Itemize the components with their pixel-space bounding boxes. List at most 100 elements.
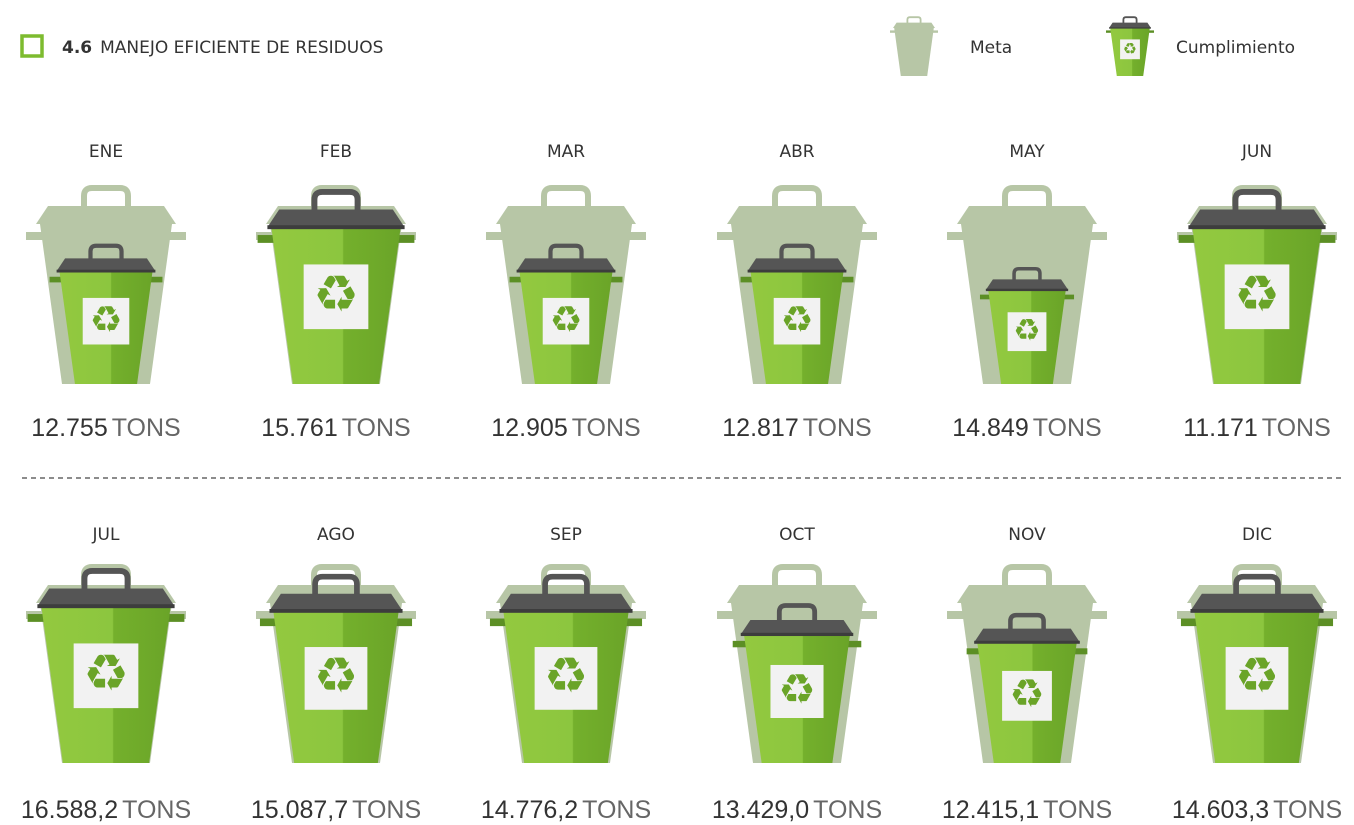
lid-edge [1188, 225, 1325, 229]
amount: 14.849 [952, 414, 1028, 442]
unit: TONS [1033, 414, 1102, 442]
header-number: 4.6 [62, 38, 92, 58]
month-label: SEP [550, 525, 582, 545]
amount: 14.603,3 [1172, 796, 1269, 824]
header: 4.6 MANEJO EFICIENTE DE RESIDUOS [62, 38, 383, 58]
lid [1109, 23, 1151, 28]
lid-edge [741, 633, 854, 636]
can: ♻ [258, 192, 415, 384]
can: ♻ [490, 577, 642, 763]
lid [1190, 594, 1323, 611]
lid [267, 210, 404, 228]
handle [84, 188, 128, 208]
lid [974, 629, 1080, 643]
lid [1188, 210, 1325, 228]
legend: Meta Cumplimiento ♻ [890, 17, 1295, 76]
amount: 14.776,2 [481, 796, 578, 824]
lid-edge [748, 270, 847, 273]
lid-edge [269, 609, 402, 613]
recycle-icon: ♻ [90, 298, 123, 341]
month-label: ENE [89, 142, 123, 162]
month-label: FEB [320, 142, 352, 162]
month-label: OCT [779, 525, 815, 545]
recycle-icon: ♻ [550, 298, 583, 341]
lid-edge [974, 641, 1080, 644]
header-title: MANEJO EFICIENTE DE RESIDUOS [100, 38, 383, 58]
recycle-icon: ♻ [1234, 265, 1280, 324]
amount: 12.755 [31, 414, 107, 442]
unit: TONS [1262, 414, 1331, 442]
unit: TONS [352, 796, 421, 824]
lid [957, 585, 1097, 603]
handle [544, 188, 588, 208]
recycle-icon: ♻ [1123, 40, 1137, 58]
lid [893, 23, 935, 28]
amount: 12.415,1 [942, 796, 1039, 824]
handle [907, 17, 920, 23]
lid [57, 258, 156, 271]
month-label: MAY [1009, 142, 1045, 162]
handle [1005, 567, 1049, 587]
lid [37, 589, 174, 607]
lid-edge [1190, 609, 1323, 613]
lid [496, 206, 636, 224]
month-label: NOV [1008, 525, 1046, 545]
unit: TONS [803, 414, 872, 442]
handle [775, 188, 819, 208]
lid [727, 206, 867, 224]
recycle-icon: ♻ [1009, 672, 1044, 717]
lid-edge [1109, 27, 1151, 28]
month-label: DIC [1242, 525, 1272, 545]
unit: TONS [813, 796, 882, 824]
lid [517, 258, 616, 271]
amount: 13.429,0 [712, 796, 809, 824]
lid-edge [267, 225, 404, 229]
legend-meta: Meta [970, 38, 1012, 58]
month-value: 12.755TONS [31, 414, 180, 442]
lid [727, 585, 867, 603]
recycle-icon: ♻ [544, 647, 588, 705]
lid [269, 594, 402, 611]
month-label: MAR [547, 142, 585, 162]
recycle-icon: ♻ [313, 265, 359, 324]
recycle-icon: ♻ [83, 644, 129, 703]
handle [1123, 17, 1136, 23]
unit: TONS [572, 414, 641, 442]
amount: 11.171 [1183, 414, 1258, 442]
unit: TONS [582, 796, 651, 824]
can: ♻ [1179, 192, 1336, 384]
lid-edge [499, 609, 632, 613]
amount: 12.817 [722, 414, 798, 442]
can: ♻ [260, 577, 412, 763]
recycle-icon: ♻ [1013, 313, 1040, 348]
recycle-icon: ♻ [1235, 647, 1279, 705]
handle [1005, 188, 1049, 208]
can: ♻ [28, 571, 185, 763]
meta-can [890, 17, 938, 76]
lid [741, 620, 854, 634]
lid [748, 258, 847, 271]
amount: 12.905 [491, 414, 567, 442]
unit: TONS [1043, 796, 1112, 824]
month-label: AGO [317, 525, 355, 545]
infographic: 4.6 MANEJO EFICIENTE DE RESIDUOS Meta Cum… [0, 0, 1354, 825]
lid [957, 206, 1097, 224]
handle [775, 567, 819, 587]
can: ♻ [1181, 577, 1333, 763]
unit: TONS [112, 414, 181, 442]
amount: 16.588,2 [21, 796, 118, 824]
lid-edge [986, 289, 1068, 291]
unit: TONS [1273, 796, 1342, 824]
lid [499, 594, 632, 611]
lid-edge [37, 604, 174, 608]
lid [36, 206, 176, 224]
amount: 15.087,7 [251, 796, 348, 824]
